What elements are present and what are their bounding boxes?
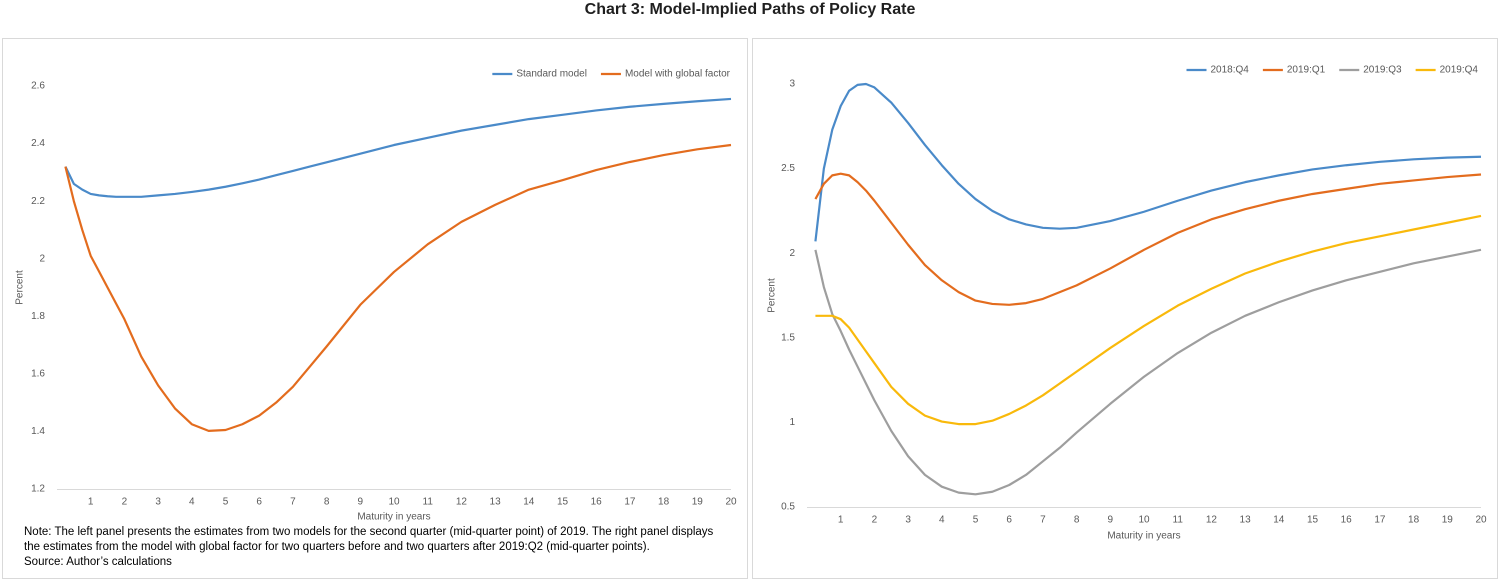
left-panel (2, 38, 748, 579)
legend-label: 2019:Q1 (1287, 65, 1326, 76)
x-tick-label: 14 (523, 497, 535, 508)
x-tick-label: 13 (1240, 515, 1252, 526)
x-tick-label: 9 (1108, 515, 1114, 526)
x-tick-label: 5 (223, 497, 229, 508)
x-tick-label: 18 (1408, 515, 1420, 526)
note-text: Note: The left panel presents the estima… (24, 526, 714, 553)
x-tick-label: 8 (1074, 515, 1080, 526)
x-tick-label: 17 (624, 497, 636, 508)
x-tick-label: 5 (973, 515, 979, 526)
y-tick-label: 2.2 (31, 196, 45, 207)
series-line (814, 248, 1482, 496)
x-tick-label: 12 (1206, 515, 1218, 526)
x-tick-label: 8 (324, 497, 330, 508)
x-tick-label: 2 (872, 515, 878, 526)
legend-label: 2019:Q4 (1440, 65, 1479, 76)
series-line (815, 214, 1482, 426)
x-tick-label: 10 (1138, 515, 1150, 526)
x-tick-label: 16 (1341, 515, 1353, 526)
x-tick-label: 15 (557, 497, 569, 508)
y-axis-title: Percent (15, 270, 26, 305)
y-tick-label: 0.5 (781, 502, 795, 513)
x-tick-label: 19 (1442, 515, 1454, 526)
x-tick-label: 3 (905, 515, 911, 526)
x-tick-label: 16 (591, 497, 603, 508)
y-tick-label: 1.2 (31, 484, 45, 495)
x-tick-label: 9 (358, 497, 364, 508)
y-tick-label: 1 (789, 417, 795, 428)
x-tick-label: 15 (1307, 515, 1319, 526)
y-tick-label: 2.6 (31, 81, 45, 92)
x-tick-label: 20 (1475, 515, 1487, 526)
x-tick-label: 4 (939, 515, 945, 526)
x-tick-label: 1 (838, 515, 844, 526)
y-axis-title: Percent (767, 278, 778, 313)
y-tick-label: 2 (39, 253, 45, 264)
chart-title: Chart 3: Model-Implied Paths of Policy R… (585, 1, 916, 18)
series-line (64, 97, 732, 198)
y-tick-label: 2.5 (781, 163, 795, 174)
y-tick-label: 1.6 (31, 368, 45, 379)
x-tick-label: 18 (658, 497, 670, 508)
x-tick-label: 3 (155, 497, 161, 508)
legend-label: Standard model (516, 69, 587, 80)
y-tick-label: 2 (789, 248, 795, 259)
x-tick-label: 11 (423, 497, 434, 508)
series-line (814, 82, 1482, 242)
x-tick-label: 7 (290, 497, 296, 508)
x-tick-label: 11 (1173, 515, 1184, 526)
x-tick-label: 10 (388, 497, 400, 508)
right-panel (752, 38, 1498, 579)
x-tick-label: 14 (1273, 515, 1285, 526)
x-tick-label: 2 (122, 497, 128, 508)
x-tick-label: 6 (256, 497, 262, 508)
x-tick-label: 7 (1040, 515, 1046, 526)
source-text: Source: Author’s calculations (24, 556, 172, 568)
y-tick-label: 1.8 (31, 311, 45, 322)
x-tick-label: 13 (490, 497, 502, 508)
y-tick-label: 1.4 (31, 426, 45, 437)
series-line (64, 143, 732, 432)
x-tick-label: 4 (189, 497, 195, 508)
series-line (814, 172, 1482, 306)
x-axis-title: Maturity in years (357, 512, 430, 523)
x-tick-label: 12 (456, 497, 468, 508)
x-tick-label: 6 (1006, 515, 1012, 526)
legend-label: 2018:Q4 (1211, 65, 1250, 76)
x-tick-label: 1 (88, 497, 94, 508)
x-axis-title: Maturity in years (1107, 531, 1180, 542)
legend-label: Model with global factor (625, 69, 731, 80)
legend-label: 2019:Q3 (1363, 65, 1402, 76)
y-tick-label: 3 (789, 79, 795, 90)
note: Note: The left panel presents the estima… (24, 525, 724, 570)
x-tick-label: 20 (725, 497, 737, 508)
x-tick-label: 17 (1374, 515, 1386, 526)
y-tick-label: 2.4 (31, 138, 45, 149)
y-tick-label: 1.5 (781, 332, 795, 343)
x-tick-label: 19 (692, 497, 704, 508)
